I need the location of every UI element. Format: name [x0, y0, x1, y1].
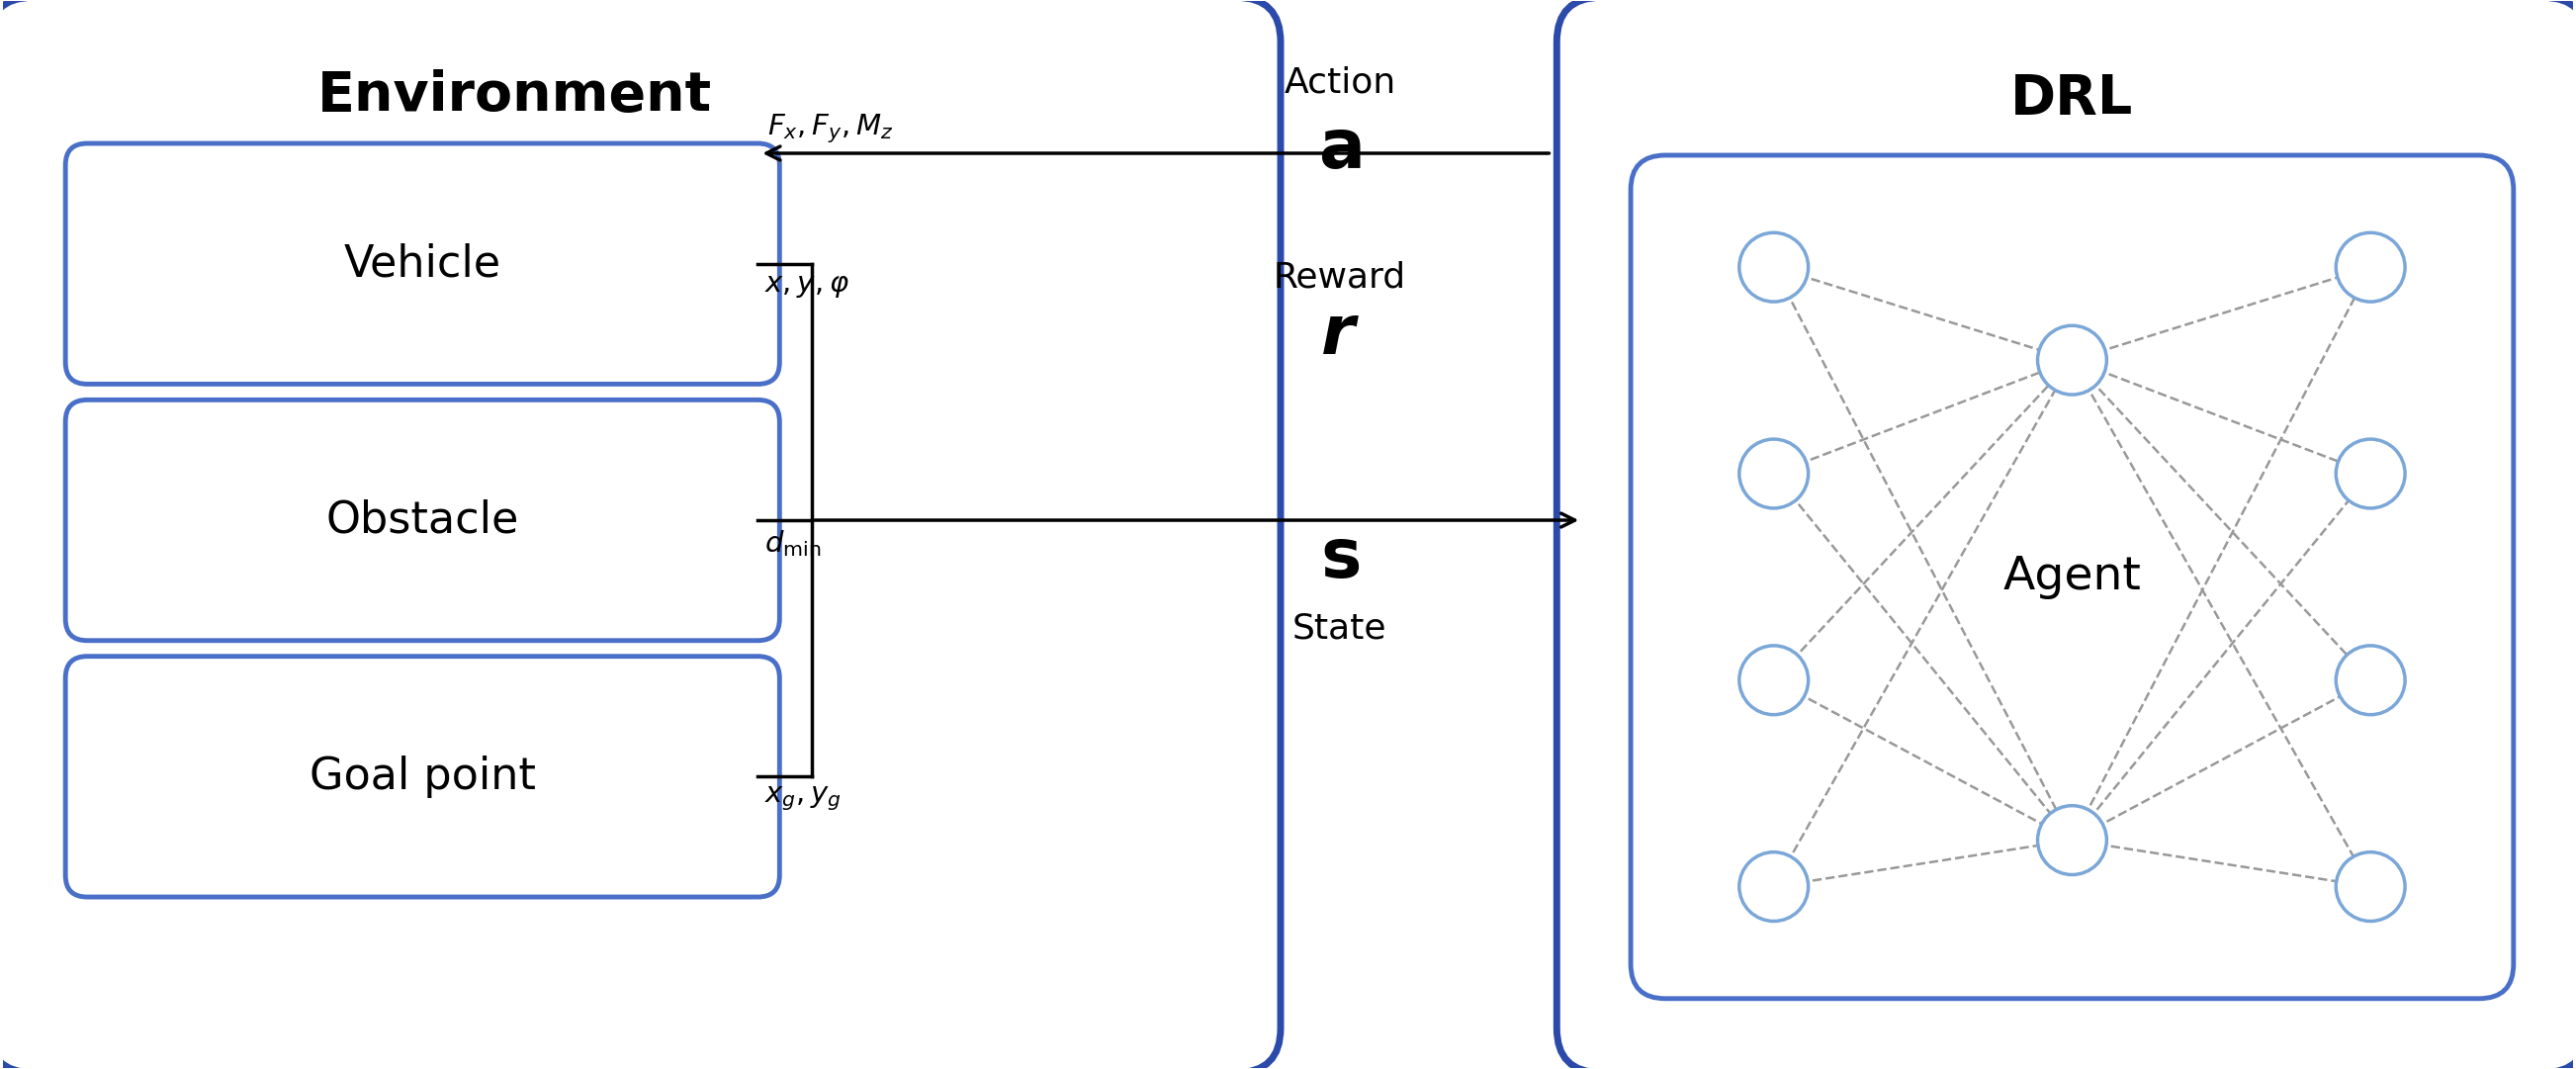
Text: $\mathbf{s}$: $\mathbf{s}$	[1319, 525, 1360, 591]
Circle shape	[2336, 852, 2406, 921]
Circle shape	[1739, 233, 1808, 301]
Circle shape	[1739, 646, 1808, 715]
Circle shape	[2336, 233, 2406, 301]
FancyBboxPatch shape	[0, 0, 1280, 1069]
Circle shape	[2336, 646, 2406, 715]
Circle shape	[1739, 439, 1808, 508]
FancyBboxPatch shape	[64, 143, 781, 384]
Text: Reward: Reward	[1273, 261, 1406, 294]
Text: $x_g,y_g$: $x_g,y_g$	[765, 785, 842, 812]
FancyBboxPatch shape	[1556, 0, 2576, 1069]
FancyBboxPatch shape	[64, 400, 781, 640]
FancyBboxPatch shape	[64, 656, 781, 897]
Circle shape	[2038, 806, 2107, 874]
Text: $\mathbf{a}$: $\mathbf{a}$	[1319, 115, 1360, 182]
Circle shape	[2336, 439, 2406, 508]
Text: $x,y,\varphi$: $x,y,\varphi$	[765, 272, 850, 299]
Text: Obstacle: Obstacle	[327, 499, 520, 542]
Text: DRL: DRL	[2012, 73, 2133, 126]
Text: State: State	[1293, 611, 1386, 646]
Text: $F_x,F_y,M_z$: $F_x,F_y,M_z$	[768, 112, 894, 145]
Text: Environment: Environment	[317, 69, 711, 123]
Circle shape	[1739, 852, 1808, 921]
Text: Action: Action	[1283, 65, 1396, 99]
Text: $\boldsymbol{r}$: $\boldsymbol{r}$	[1319, 301, 1360, 368]
Circle shape	[2038, 326, 2107, 394]
Text: Vehicle: Vehicle	[343, 243, 502, 285]
Text: $d_{\min}$: $d_{\min}$	[765, 528, 822, 558]
Text: Goal point: Goal point	[309, 756, 536, 797]
Text: Agent: Agent	[2004, 555, 2141, 599]
FancyBboxPatch shape	[1631, 155, 2514, 998]
